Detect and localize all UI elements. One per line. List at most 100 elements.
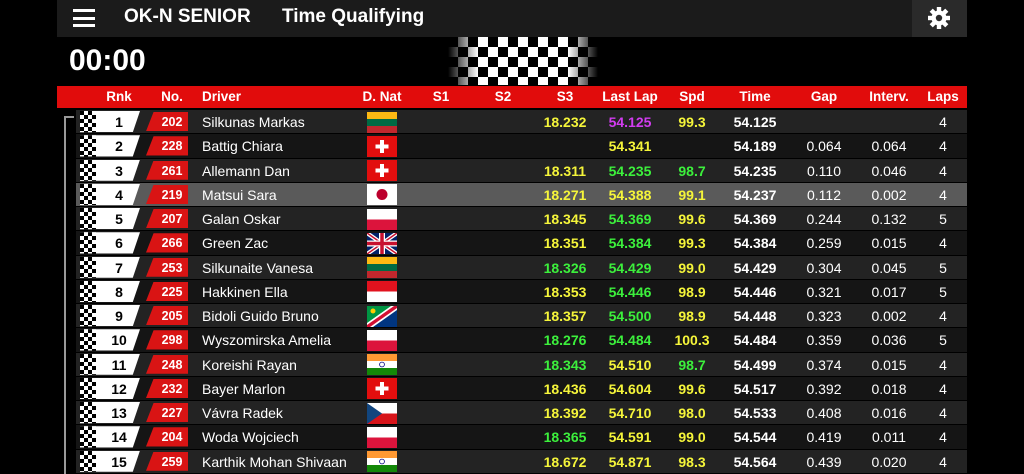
- speed: 99.0: [678, 429, 706, 446]
- time: 54.499: [733, 356, 777, 373]
- speed: 99.0: [678, 259, 706, 276]
- rank-badge: [80, 280, 140, 302]
- s3: 18.672: [543, 453, 587, 470]
- rank: 6: [115, 235, 123, 252]
- gap: 0.392: [806, 380, 842, 397]
- checkered-flag: [448, 37, 598, 85]
- last-lap: 54.369: [608, 211, 652, 227]
- table-row: [76, 304, 967, 328]
- rank-badge: [80, 426, 140, 448]
- rank: 7: [115, 259, 123, 276]
- table-row: [76, 110, 967, 134]
- driver: Battig Chiara: [202, 138, 283, 155]
- rank: 8: [115, 283, 123, 300]
- settings-button[interactable]: [912, 0, 967, 37]
- flag: [367, 305, 397, 327]
- car-number: 227: [161, 406, 183, 420]
- table-row: [76, 134, 967, 158]
- table-row: [76, 207, 967, 231]
- last-lap: 54.484: [608, 332, 652, 349]
- flag: [367, 135, 397, 157]
- speed: 98.9: [678, 308, 706, 324]
- car-number: 248: [161, 357, 183, 372]
- last-lap: 54.710: [608, 405, 652, 421]
- flag: [367, 329, 397, 351]
- s3: 18.357: [543, 308, 587, 324]
- driver: Bidoli Guido Bruno: [202, 308, 319, 324]
- interval: 0.045: [871, 259, 907, 276]
- gap: 0.321: [806, 283, 842, 300]
- table-row: [76, 352, 967, 376]
- flag: [367, 257, 397, 278]
- table-row: [76, 401, 967, 425]
- rank: 13: [111, 405, 127, 421]
- number-badge: [146, 233, 188, 253]
- car-number: 266: [161, 236, 183, 251]
- number-badge: [146, 209, 188, 229]
- flag-icon: [365, 231, 399, 256]
- column-header: No.: [161, 89, 183, 104]
- last-lap: 54.871: [608, 453, 652, 470]
- car-number: 298: [161, 333, 183, 348]
- last-lap: 54.388: [608, 186, 652, 203]
- interval: 0.064: [871, 138, 907, 155]
- time: 54.369: [733, 211, 777, 227]
- rank: 5: [115, 211, 123, 227]
- gear-icon: [928, 7, 950, 29]
- bracket-tick: [64, 116, 74, 118]
- s3: 18.311: [543, 162, 587, 179]
- interval: 0.002: [871, 308, 907, 324]
- car-number: 261: [161, 163, 183, 178]
- car-number: 219: [161, 187, 183, 202]
- car-number: 205: [161, 309, 183, 323]
- rank: 11: [111, 356, 127, 373]
- car-number: 228: [161, 139, 183, 154]
- checker-strip: [80, 183, 96, 205]
- speed: 99.3: [678, 114, 706, 130]
- time: 54.384: [733, 235, 777, 252]
- laps: 4: [939, 380, 947, 397]
- gap: 0.110: [807, 162, 841, 179]
- flag-icon: [367, 208, 397, 230]
- s3: 18.345: [543, 211, 587, 227]
- laps: 4: [939, 162, 947, 179]
- gap: 0.374: [806, 356, 842, 373]
- session-title: Time Qualifying: [282, 6, 425, 27]
- checker-strip: [80, 426, 96, 448]
- speed: 99.3: [678, 235, 706, 252]
- interval: 0.020: [871, 453, 907, 470]
- car-number: 202: [161, 115, 183, 129]
- interval: 0.036: [871, 332, 907, 349]
- gap: 0.419: [806, 429, 842, 446]
- checker-strip: [80, 111, 96, 133]
- number-badge: [146, 451, 188, 471]
- flag-icon: [367, 451, 397, 472]
- rank: 1: [115, 114, 123, 130]
- number-badge: [146, 257, 188, 277]
- s3: 18.436: [543, 380, 587, 397]
- driver: Allemann Dan: [202, 162, 290, 179]
- s3: 18.271: [543, 186, 587, 203]
- column-header: S2: [494, 89, 512, 104]
- table-header: [57, 86, 967, 108]
- laps: 5: [939, 211, 947, 227]
- rank-badge: [80, 353, 140, 375]
- laps: 5: [939, 332, 947, 349]
- number-badge: [146, 330, 188, 350]
- laps: 4: [939, 138, 947, 155]
- rank: 9: [115, 308, 123, 324]
- laps: 4: [939, 453, 947, 470]
- last-lap: 54.604: [608, 380, 652, 397]
- car-number: 207: [161, 212, 183, 226]
- time: 54.189: [733, 138, 777, 155]
- time: 54.429: [733, 259, 777, 276]
- menu-button[interactable]: [73, 9, 95, 27]
- checker-strip: [80, 280, 96, 302]
- interval: 0.011: [872, 429, 906, 446]
- time: 54.446: [733, 283, 777, 300]
- rank-badge: [80, 402, 140, 424]
- last-lap: 54.384: [608, 235, 652, 252]
- gap: 0.359: [806, 332, 842, 349]
- flag: [367, 184, 397, 206]
- car-number: 259: [161, 454, 183, 469]
